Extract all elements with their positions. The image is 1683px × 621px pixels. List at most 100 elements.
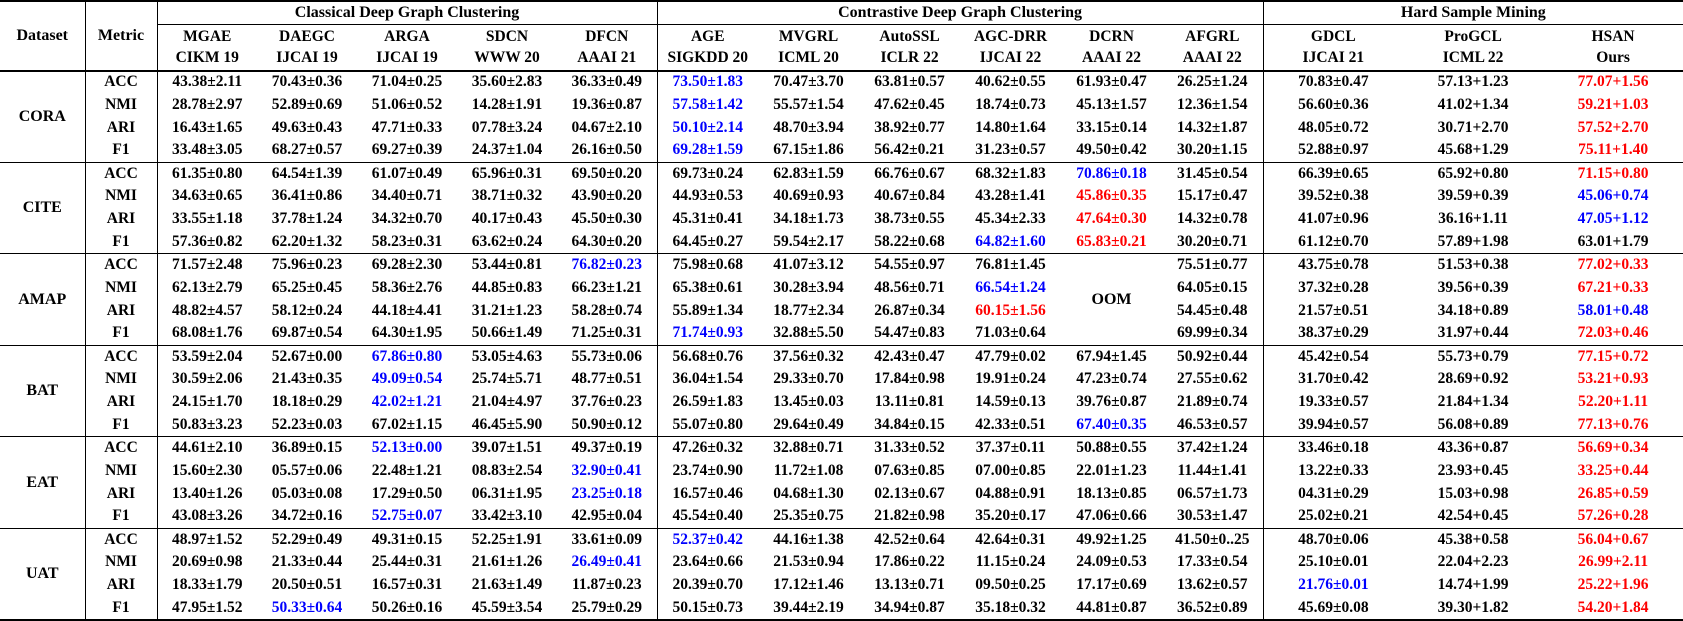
value-cell: 65.83±0.21 — [1076, 232, 1147, 250]
value-cell: 44.85±0.83 — [471, 278, 543, 296]
value-cell: 70.86±0.18 — [1076, 164, 1147, 182]
value-cell: 26.59±1.83 — [672, 393, 744, 411]
value-cell: 50.26±0.16 — [371, 598, 443, 616]
value-cell: 55.73+0.79 — [1437, 347, 1509, 365]
value-cell: 02.13±0.67 — [874, 484, 945, 502]
value-cell: 67.40±0.35 — [1076, 415, 1147, 433]
value-cell: 34.63±0.65 — [171, 187, 243, 205]
value-cell: 04.88±0.91 — [975, 484, 1046, 502]
value-cell: 69.28±2.30 — [371, 256, 443, 274]
metric-label: NMI — [85, 184, 158, 208]
value-cell: 41.02+1.34 — [1437, 95, 1509, 113]
value-cell: 52.67±0.00 — [271, 347, 343, 365]
value-cell: 47.26±0.32 — [672, 439, 744, 457]
value-cell: 54.47±0.83 — [874, 324, 945, 342]
value-cell: 57.58±1.42 — [672, 95, 744, 113]
value-cell: 15.17±0.47 — [1162, 184, 1264, 208]
value-cell: 46.45±5.90 — [471, 415, 543, 433]
value-cell: 48.77±0.51 — [557, 368, 658, 391]
value-cell: 43.75±0.78 — [1298, 256, 1369, 274]
value-cell: 24.15±1.70 — [171, 393, 243, 411]
value-cell: 39.94±0.57 — [1298, 415, 1369, 433]
value-cell: 44.61±2.10 — [171, 439, 243, 457]
value-cell: 63.62±0.24 — [471, 232, 543, 250]
value-cell: 29.64±0.49 — [773, 415, 844, 433]
value-cell: 39.76±0.87 — [1076, 393, 1147, 411]
value-cell: 23.74±0.90 — [672, 461, 744, 479]
value-cell: 21.43±0.35 — [271, 370, 343, 388]
method-venue: ICML 22 — [1442, 49, 1504, 66]
value-cell: 34.94±0.87 — [874, 598, 945, 616]
value-cell: 37.76±0.23 — [557, 390, 658, 414]
dataset-label: UAT — [0, 528, 86, 620]
value-cell: 14.74+1.99 — [1437, 576, 1509, 594]
value-cell: 31.21±1.23 — [471, 301, 543, 319]
value-cell: 23.93+0.45 — [1437, 461, 1509, 479]
metric-label: ARI — [85, 116, 158, 140]
metric-label: NMI — [85, 368, 158, 391]
value-cell: 27.55±0.62 — [1162, 368, 1264, 391]
value-cell: 68.08±1.76 — [171, 324, 243, 342]
value-cell: 21.82±0.98 — [874, 507, 945, 525]
value-cell: 42.52±0.64 — [874, 530, 945, 548]
value-cell: 25.44±0.31 — [371, 553, 443, 571]
value-cell: 77.13+0.76 — [1577, 415, 1649, 433]
value-cell: 69.27±0.39 — [371, 141, 443, 159]
value-cell: 30.20±0.71 — [1162, 230, 1264, 254]
method-name: ARGA — [384, 27, 430, 45]
value-cell: 45.68+1.29 — [1437, 141, 1509, 159]
value-cell: 70.43±0.36 — [271, 73, 343, 91]
value-cell: 13.40±1.26 — [171, 484, 243, 502]
value-cell: 40.62±0.55 — [975, 73, 1046, 91]
method-name: AGC-DRR — [973, 27, 1048, 45]
method-venue: CIKM 19 — [175, 49, 239, 66]
value-cell: 58.12±0.24 — [271, 301, 343, 319]
value-cell: 62.13±2.79 — [171, 278, 243, 296]
value-cell: 37.42±1.24 — [1162, 436, 1264, 460]
value-cell: 15.03+0.98 — [1437, 484, 1509, 502]
value-cell: 42.64±0.31 — [975, 530, 1046, 548]
value-cell: 64.05±0.15 — [1162, 276, 1264, 300]
value-cell: 67.15±1.86 — [773, 141, 844, 159]
value-cell: 17.86±0.22 — [874, 553, 945, 571]
value-cell: 76.82±0.23 — [557, 253, 658, 277]
value-cell: 42.95±0.04 — [557, 505, 658, 529]
value-cell: 48.70±3.94 — [773, 118, 844, 136]
value-cell: 43.28±1.41 — [975, 187, 1046, 205]
value-cell: 44.93±0.53 — [672, 187, 744, 205]
value-cell: 68.27±0.57 — [271, 141, 343, 159]
value-cell: 34.72±0.16 — [271, 507, 343, 525]
value-cell: 42.02±1.21 — [371, 393, 443, 411]
value-cell: 59.54±2.17 — [773, 232, 844, 250]
value-cell: 26.49±0.41 — [557, 551, 658, 575]
value-cell: 57.36±0.82 — [171, 232, 243, 250]
value-cell: 53.21+0.93 — [1577, 370, 1649, 388]
metric-column-header: Metric — [85, 1, 158, 71]
value-cell: 36.16+1.11 — [1438, 210, 1509, 228]
value-cell: 69.50±0.20 — [557, 162, 658, 185]
value-cell: 28.69+0.92 — [1437, 370, 1509, 388]
value-cell: 26.25±1.24 — [1162, 70, 1264, 94]
value-cell: 39.52±0.38 — [1298, 187, 1369, 205]
value-cell: 37.32±0.28 — [1298, 278, 1369, 296]
value-cell: 57.89+1.98 — [1437, 232, 1509, 250]
value-cell: 25.02±0.21 — [1298, 507, 1369, 525]
method-venue: AAAI 22 — [1082, 49, 1142, 66]
value-cell: 52.88±0.97 — [1298, 141, 1369, 159]
value-cell: 63.01+1.79 — [1577, 232, 1649, 250]
value-cell: 14.32±0.78 — [1162, 207, 1264, 231]
value-cell: 69.28±1.59 — [672, 141, 744, 159]
value-cell: 32.88±5.50 — [773, 324, 844, 342]
dataset-label: EAT — [0, 436, 86, 529]
metric-label: ACC — [85, 436, 158, 460]
method-header: DAEGC IJCAI 19 — [257, 24, 357, 71]
value-cell: 67.86±0.80 — [371, 347, 443, 365]
value-cell: 34.32±0.70 — [371, 210, 443, 228]
value-cell: 45.42±0.54 — [1298, 347, 1369, 365]
value-cell: 18.74±0.73 — [975, 95, 1046, 113]
value-cell: 37.78±1.24 — [271, 210, 343, 228]
value-cell: 45.34±2.33 — [975, 210, 1046, 228]
value-cell: 38.37±0.29 — [1298, 324, 1369, 342]
value-cell: 66.76±0.67 — [874, 164, 945, 182]
value-cell: 58.22±0.68 — [874, 232, 945, 250]
